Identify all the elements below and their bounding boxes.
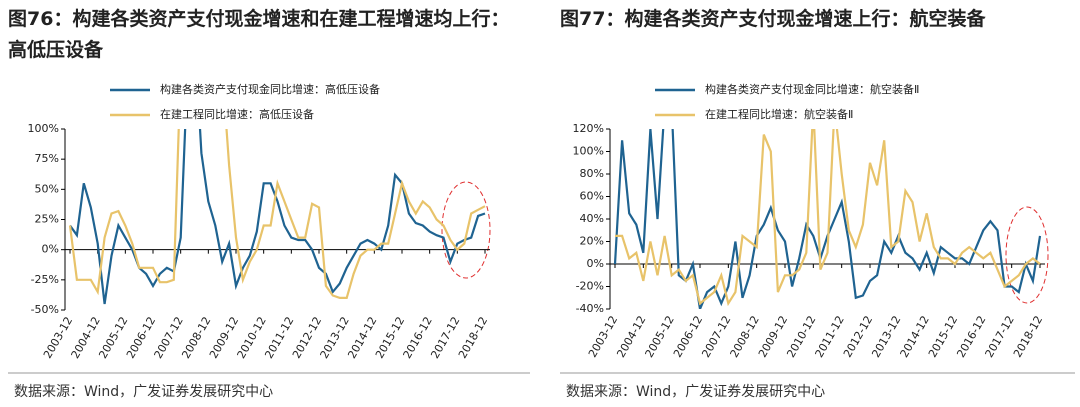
y-tick-label: -20% xyxy=(576,280,604,293)
legend-label: 构建各类资产支付现金同比增速：高低压设备 xyxy=(160,82,380,96)
chart-title: 图76：构建各类资产支付现金增速和在建工程增速均上行：高低压设备 xyxy=(8,8,510,61)
y-tick-label: 120% xyxy=(573,122,604,135)
highlight xyxy=(1005,206,1049,304)
y-tick-label: -40% xyxy=(576,302,604,315)
y-tick-label: 0% xyxy=(42,243,59,256)
y-tick-label: 100% xyxy=(573,145,604,158)
y-tick-label: 20% xyxy=(580,235,604,248)
legend-label: 在建工程同比增速：高低压设备 xyxy=(160,107,314,121)
y-tick-label: 25% xyxy=(35,213,59,226)
y-tick-label: -25% xyxy=(31,273,59,286)
y-tick-label: 50% xyxy=(35,182,59,195)
y-tick-label: 40% xyxy=(580,212,604,225)
highlight xyxy=(441,181,491,279)
legend-label: 构建各类资产支付现金同比增速：航空装备Ⅱ xyxy=(705,82,919,96)
source: 数据来源：Wind，广发证券发展研究中心 xyxy=(566,384,826,400)
line-series xyxy=(69,129,486,305)
y-tick-label: 60% xyxy=(580,190,604,203)
y-tick-label: 75% xyxy=(35,152,59,165)
y-tick-label: -50% xyxy=(31,303,59,316)
source: 数据来源：Wind，广发证券发展研究中心 xyxy=(14,384,274,400)
y-tick-label: 100% xyxy=(28,122,59,135)
chart-title: 图77：构建各类资产支付现金增速上行：航空装备 xyxy=(560,8,986,30)
y-tick-label: 80% xyxy=(580,167,604,180)
y-tick-label: 0% xyxy=(587,257,604,270)
line-series xyxy=(68,129,486,299)
legend-label: 在建工程同比增速：航空装备Ⅱ xyxy=(705,107,853,121)
line-series xyxy=(615,129,1041,307)
line-series xyxy=(613,129,1042,309)
